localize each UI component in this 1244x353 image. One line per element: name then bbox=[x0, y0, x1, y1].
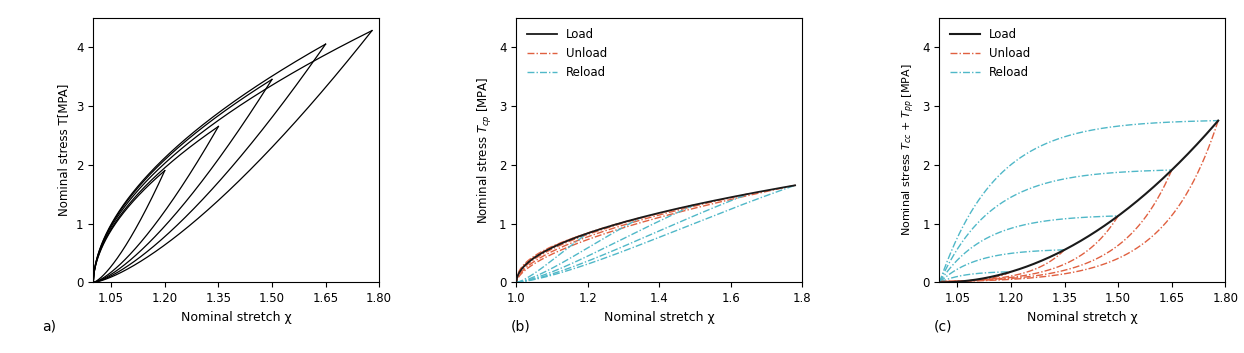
Legend: Load, Unload, Reload: Load, Unload, Reload bbox=[522, 24, 612, 84]
Text: (c): (c) bbox=[934, 319, 952, 333]
Y-axis label: Nominal stress $T_{cp}$ [MPA]: Nominal stress $T_{cp}$ [MPA] bbox=[475, 76, 494, 224]
Text: a): a) bbox=[42, 319, 56, 333]
Text: (b): (b) bbox=[511, 319, 530, 333]
X-axis label: Nominal stretch χ: Nominal stretch χ bbox=[180, 311, 291, 324]
Y-axis label: Nominal stress $T_{cc}$ + $T_{pp}$ [MPA]: Nominal stress $T_{cc}$ + $T_{pp}$ [MPA] bbox=[901, 64, 917, 236]
X-axis label: Nominal stretch χ: Nominal stretch χ bbox=[1028, 311, 1138, 324]
Y-axis label: Nominal stress T[MPA]: Nominal stress T[MPA] bbox=[57, 84, 71, 216]
X-axis label: Nominal stretch χ: Nominal stretch χ bbox=[603, 311, 715, 324]
Legend: Load, Unload, Reload: Load, Unload, Reload bbox=[945, 24, 1035, 84]
